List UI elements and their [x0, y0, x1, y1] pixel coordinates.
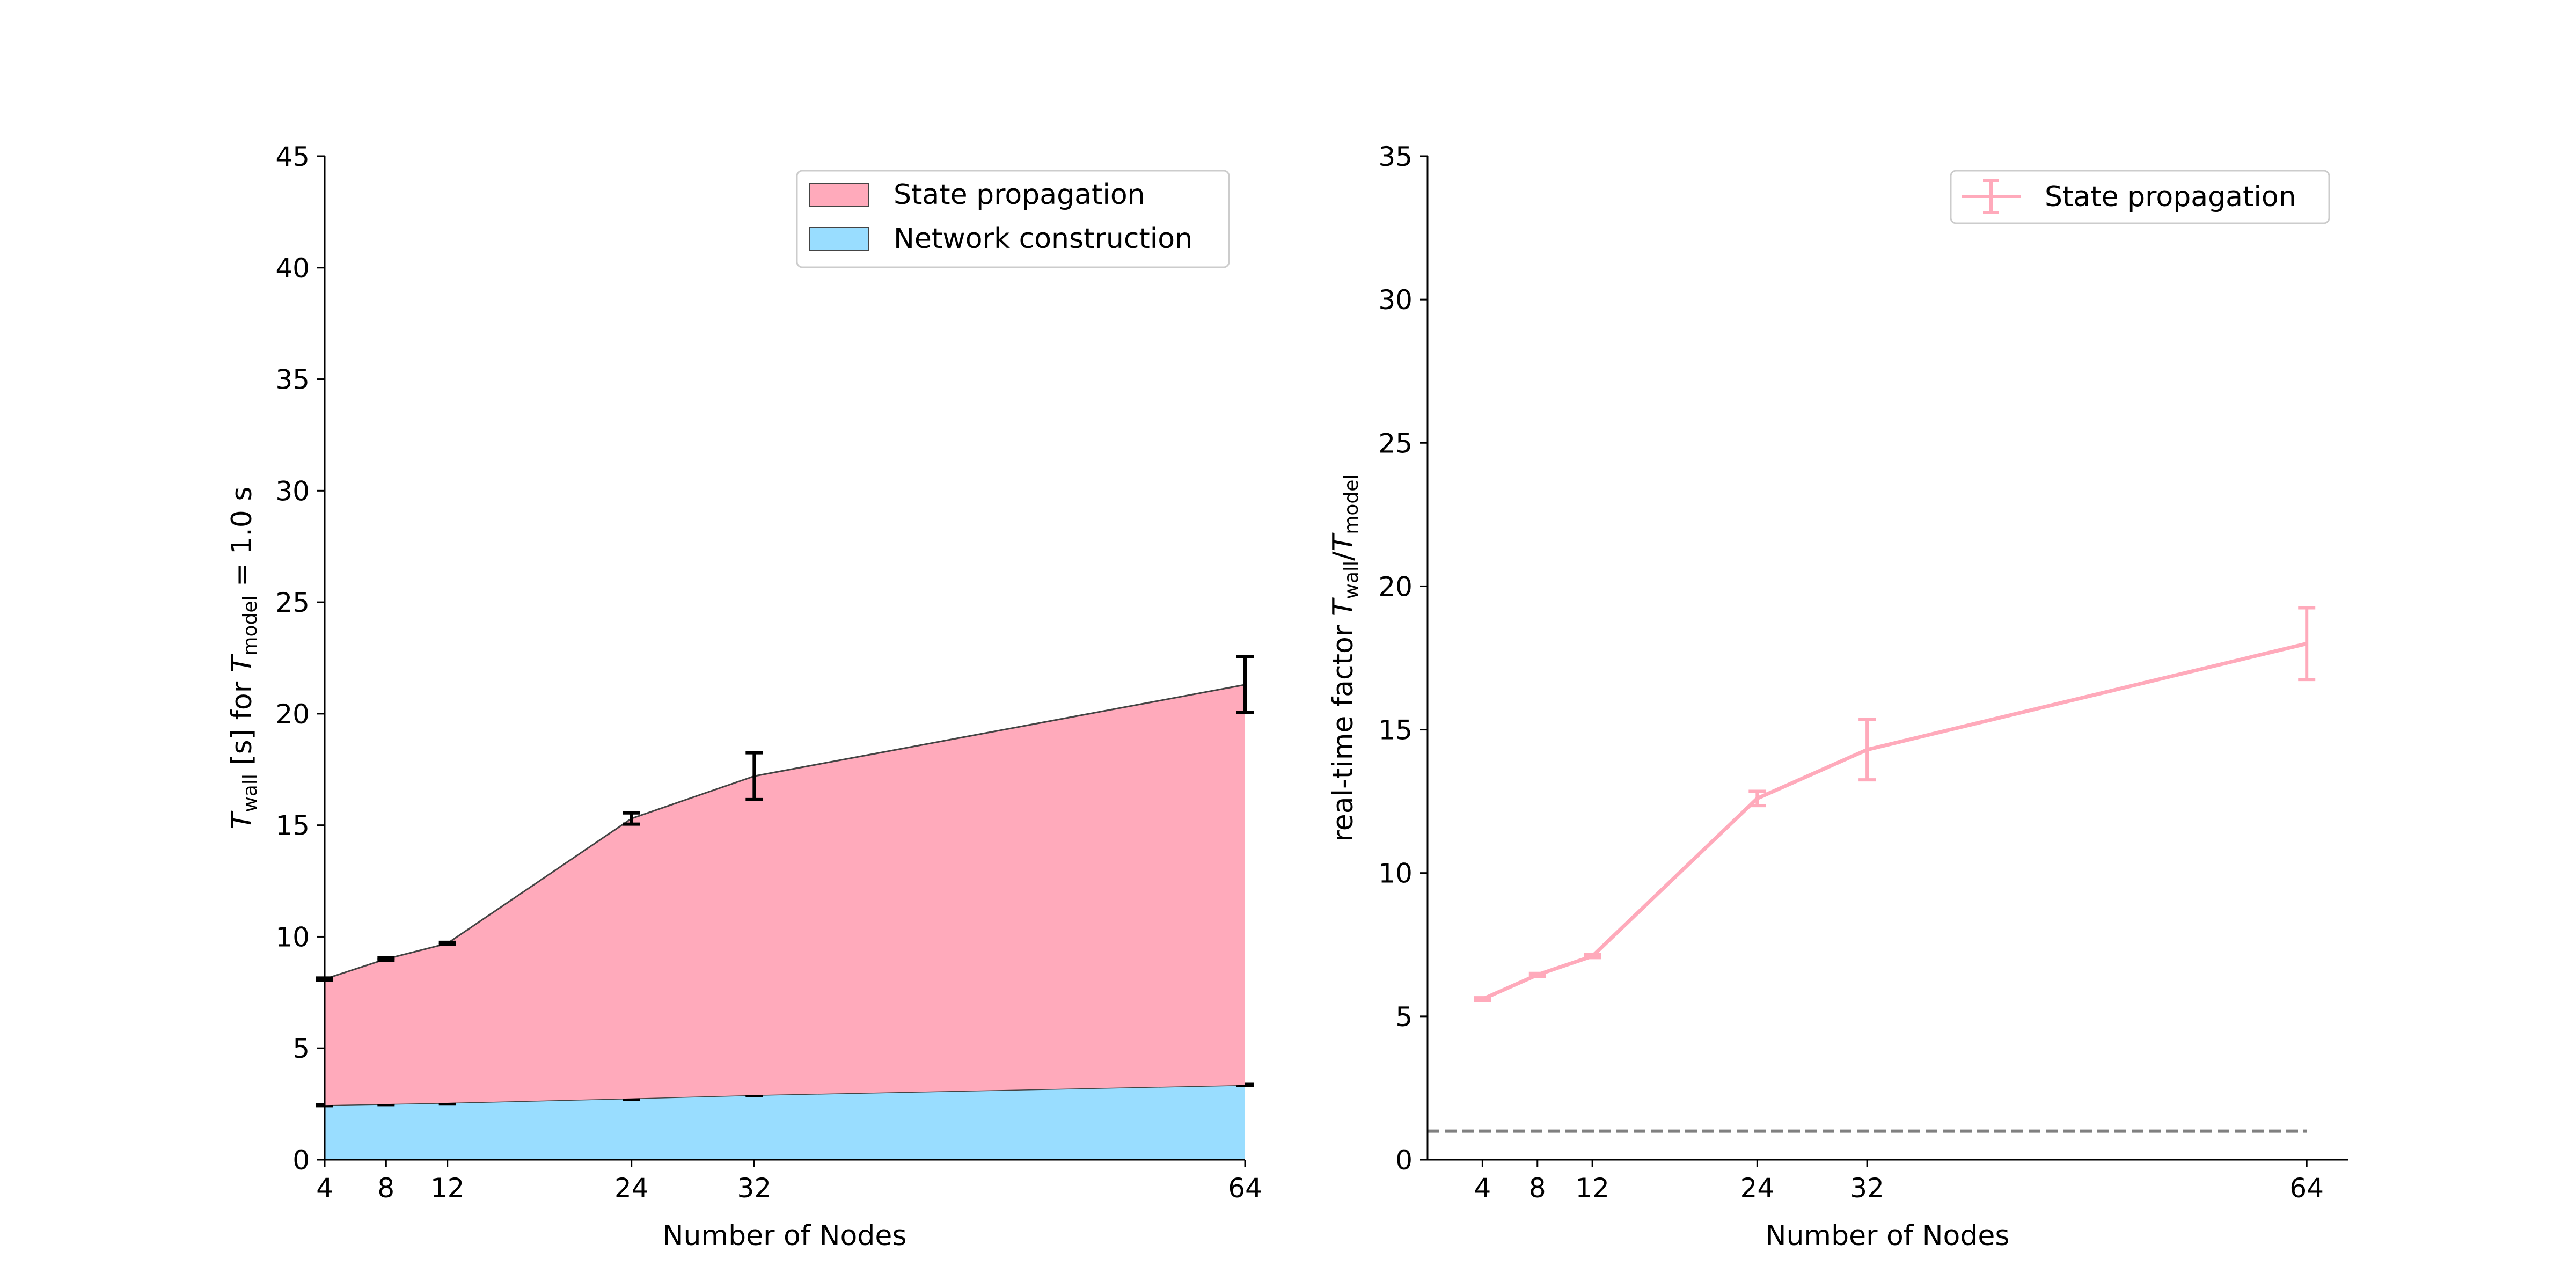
x-tick-label: 64 [2289, 1173, 2324, 1204]
y-tick-label: 15 [1378, 715, 1413, 746]
error-bar [623, 811, 640, 826]
legend-marker-errorbar-line [1962, 179, 2021, 214]
x-tick-label: 32 [737, 1173, 772, 1204]
error-bar [2298, 606, 2316, 682]
x-tick-label: 24 [614, 1173, 649, 1204]
area-edge-1 [324, 684, 1246, 980]
legend-swatch-state-propagation [809, 183, 869, 207]
error-bar [745, 751, 763, 801]
y-tick-label: 15 [275, 810, 310, 841]
y-tick-label: 0 [1395, 1145, 1413, 1176]
area-network-construction [325, 1085, 1245, 1160]
x-tick-label: 12 [1575, 1173, 1609, 1204]
y-tick-label: 20 [275, 699, 310, 730]
error-bar [1584, 953, 1601, 960]
y-tick-label: 10 [1378, 858, 1413, 889]
x-tick-label: 64 [1228, 1173, 1262, 1204]
y-tick-label: 5 [1395, 1001, 1413, 1033]
x-tick-label: 32 [1850, 1173, 1884, 1204]
legend-label-state-propagation: State propagation [894, 179, 1145, 211]
x-tick-label: 8 [1529, 1173, 1546, 1204]
right-panel-realtime-factor: 0 5 10 15 20 25 30 35 4 8 12 24 32 64 [1378, 141, 2348, 1204]
left-y-axis-label: Twall [s] for Tmodel = 1.0 s [226, 487, 261, 830]
y-tick-label: 45 [275, 141, 310, 172]
y-tick-label: 35 [275, 364, 310, 396]
y-tick-label: 5 [292, 1033, 310, 1064]
y-tick-label: 25 [275, 587, 310, 618]
series-line [1481, 641, 2308, 1001]
y-tick-label: 35 [1378, 141, 1413, 172]
x-tick-label: 8 [377, 1173, 394, 1204]
error-bar [1858, 718, 1876, 782]
x-tick-label: 24 [1740, 1173, 1775, 1204]
x-tick-label: 4 [316, 1173, 333, 1204]
right-x-axis-label: Number of Nodes [1766, 1220, 2010, 1252]
legend-swatch-network-construction [809, 227, 869, 251]
y-tick-label: 30 [1378, 284, 1413, 316]
error-bar [1236, 655, 1254, 714]
area-state-propagation [325, 684, 1245, 1106]
error-bar [1528, 971, 1546, 978]
x-tick-label: 12 [430, 1173, 465, 1204]
x-tick-label: 4 [1474, 1173, 1491, 1204]
error-bar [438, 940, 456, 946]
y-tick-label: 30 [275, 475, 310, 507]
right-legend: State propagation [1950, 170, 2330, 224]
y-tick-label: 40 [275, 253, 310, 284]
error-bar [1474, 996, 1491, 1002]
error-bar [1748, 789, 1766, 808]
y-tick-label: 10 [275, 921, 310, 953]
left-panel-stacked-area: 0 5 10 15 20 25 30 35 40 45 4 8 12 24 32 64 [275, 141, 1262, 1204]
legend-label-state-propagation: State propagation [2045, 181, 2296, 213]
right-y-axis-label: real-time factor Twall/Tmodel [1327, 474, 1363, 842]
y-tick-label: 20 [1378, 571, 1413, 602]
error-bar [377, 956, 395, 962]
legend-label-network-construction: Network construction [894, 223, 1192, 255]
left-legend: State propagation Network construction [796, 170, 1230, 268]
left-x-axis-label: Number of Nodes [663, 1220, 907, 1252]
y-tick-label: 25 [1378, 428, 1413, 459]
y-tick-label: 0 [292, 1145, 310, 1176]
